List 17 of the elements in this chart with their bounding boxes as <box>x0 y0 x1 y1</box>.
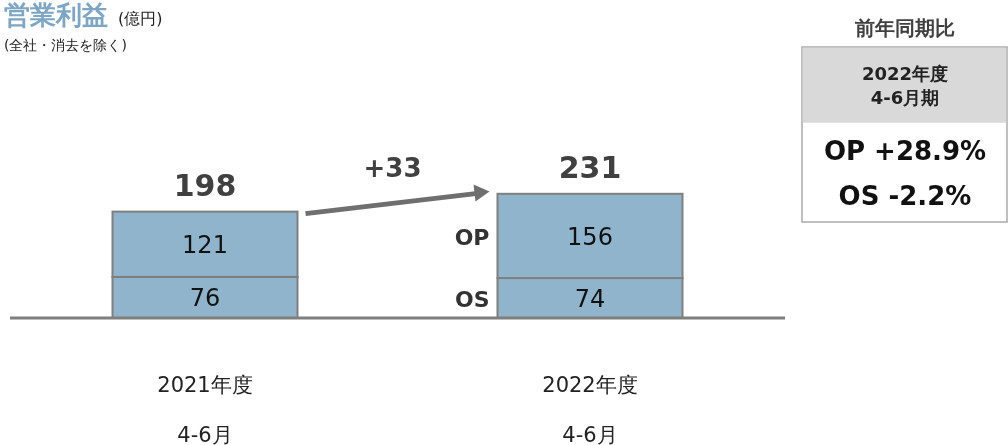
series-label: OS <box>454 287 490 313</box>
data-label: 74 <box>574 285 606 314</box>
data-label: 121 <box>182 231 228 260</box>
data-label: 156 <box>567 222 613 251</box>
text: +33 <box>363 153 422 183</box>
series-label: OP <box>454 224 490 250</box>
category-label: 2022年度 4-6月 <box>542 373 638 445</box>
text: 前年同期比 <box>854 16 955 40</box>
data-label: 76 <box>189 284 221 313</box>
total-label: 198 <box>173 167 237 203</box>
text: OP +28.9% <box>823 136 987 166</box>
total-label: 231 <box>558 149 622 185</box>
chart-subtitle: (全社・消去を除く) <box>4 37 127 53</box>
text: OS -2.2% <box>838 181 972 211</box>
text: 2022年度 4-6月期 <box>861 63 949 108</box>
category-label: 2021年度 4-6月 <box>157 373 253 445</box>
chart-title: 営業利益 (億円) <box>4 0 163 30</box>
